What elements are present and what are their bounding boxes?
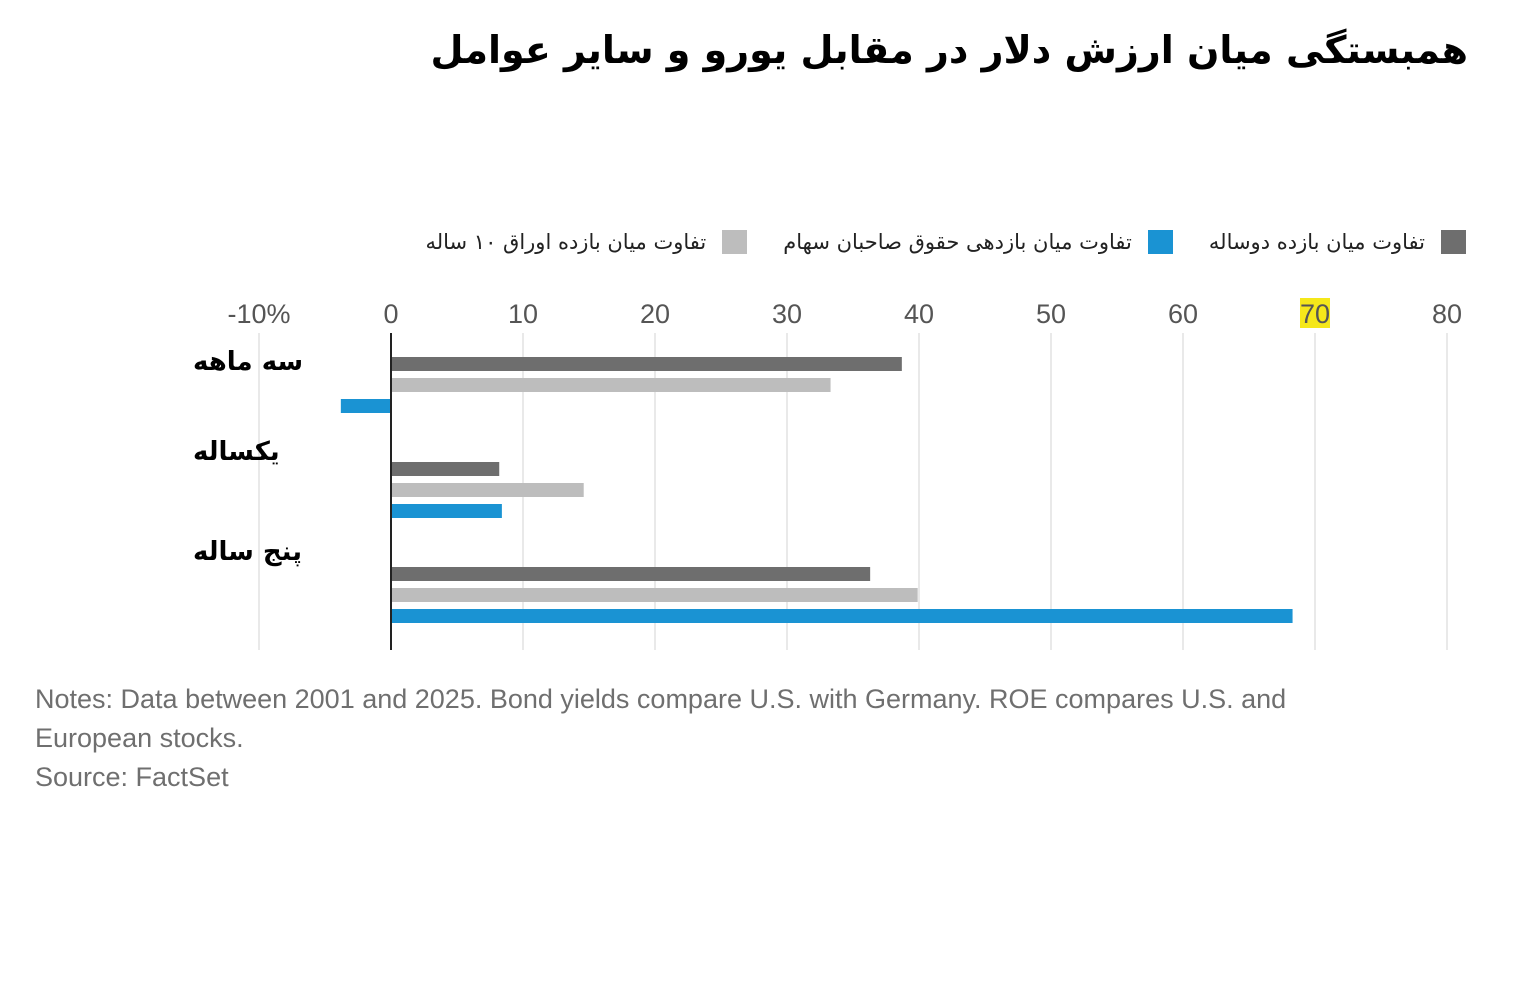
x-tick-label: 10 (508, 299, 538, 329)
x-tick-label: 30 (772, 299, 802, 329)
x-tick-label: 80 (1432, 299, 1462, 329)
x-tick-label: 70 (1300, 299, 1330, 329)
legend-label-roe: تفاوت میان بازدهی حقوق صاحبان سهام (783, 230, 1132, 254)
x-tick-label: 60 (1168, 299, 1198, 329)
legend-item-roe: تفاوت میان بازدهی حقوق صاحبان سهام (783, 225, 1173, 259)
legend-swatch-two-year (1441, 230, 1466, 254)
x-tick-label: 50 (1036, 299, 1066, 329)
legend-label-ten-year: تفاوت میان بازده اوراق ۱۰ ساله (425, 230, 707, 254)
category-label: سه ماهه (193, 347, 303, 377)
bar (391, 378, 831, 392)
legend-item-ten-year: تفاوت میان بازده اوراق ۱۰ ساله (425, 225, 748, 259)
bar (391, 483, 584, 497)
bar (391, 588, 918, 602)
source-text: Source: FactSet (35, 762, 229, 792)
x-tick-label: 20 (640, 299, 670, 329)
chart-title: همبستگی میان ارزش دلار در مقابل یورو و س… (430, 28, 1468, 72)
category-label: پنج ساله (193, 537, 302, 567)
bar (391, 462, 500, 476)
category-label: یکساله (193, 437, 280, 467)
legend-swatch-roe (1147, 230, 1173, 254)
legend-swatch-ten-year (722, 230, 748, 254)
x-tick-label: -10% (227, 299, 290, 329)
tick-highlight (1300, 298, 1330, 328)
bar (391, 609, 1293, 623)
bar (340, 399, 391, 413)
x-tick-label: 40 (904, 299, 934, 329)
legend-label-two-year: تفاوت میان بازده دوساله (1208, 230, 1425, 254)
legend-item-two-year: تفاوت میان بازده دوساله (1209, 225, 1466, 259)
chart-notes: Notes: Data between 2001 and 2025. Bond … (35, 680, 1375, 797)
bar (391, 357, 902, 371)
chart-legend: تفاوت میان بازده دوساله تفاوت میان بازده… (290, 225, 1466, 259)
x-tick-label: 0 (383, 299, 398, 329)
bar (391, 567, 871, 581)
notes-text: Notes: Data between 2001 and 2025. Bond … (35, 684, 1294, 753)
bar (391, 504, 502, 518)
